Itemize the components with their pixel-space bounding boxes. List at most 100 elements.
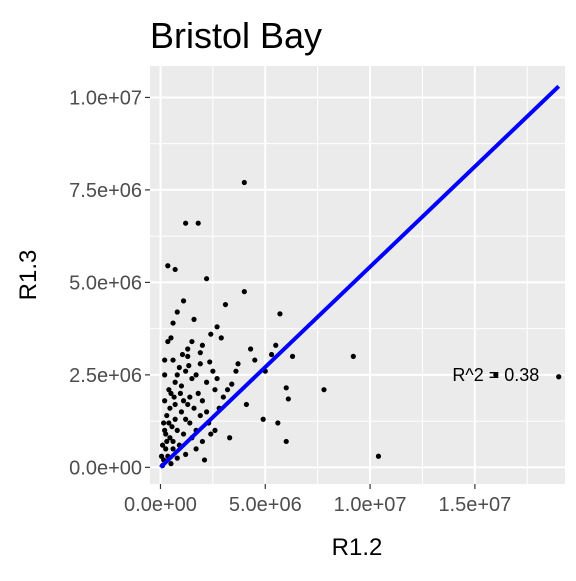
data-point — [170, 320, 176, 326]
chart-title: Bristol Bay — [150, 15, 322, 56]
data-point — [183, 368, 189, 374]
data-point — [222, 301, 229, 308]
data-point — [197, 361, 203, 367]
data-point — [164, 412, 170, 419]
data-point — [289, 353, 296, 359]
data-point — [162, 398, 168, 404]
data-point — [165, 263, 171, 269]
data-point — [193, 446, 199, 452]
data-point — [185, 353, 191, 359]
x-axis-label: R1.2 — [332, 534, 383, 561]
data-point — [178, 409, 185, 415]
r-squared-annotation: R^2 = 0.38 — [452, 365, 539, 385]
data-point — [252, 357, 258, 363]
data-point — [183, 451, 189, 458]
y-axis-label: R1.3 — [15, 250, 42, 301]
data-point — [191, 316, 197, 322]
data-point — [375, 453, 382, 459]
data-point — [187, 420, 193, 426]
y-tick-label: 1.0e+07 — [69, 87, 142, 109]
data-point — [233, 368, 239, 374]
data-point — [174, 455, 180, 461]
data-point — [229, 381, 235, 387]
data-point — [189, 375, 195, 382]
data-point — [186, 363, 192, 369]
data-point — [170, 357, 176, 363]
data-point — [189, 338, 195, 345]
data-point — [235, 361, 241, 367]
data-point — [164, 438, 170, 445]
data-point — [283, 385, 289, 391]
data-point — [241, 179, 247, 186]
data-point — [180, 298, 187, 304]
annotation-group: R^2 = 0.38 — [452, 365, 539, 385]
data-point — [168, 335, 174, 341]
data-point — [208, 331, 214, 337]
data-point — [218, 335, 224, 341]
data-point — [168, 390, 174, 396]
data-point — [180, 398, 187, 404]
y-tick-label: 2.5e+06 — [69, 365, 142, 387]
data-point — [199, 398, 205, 404]
data-point — [177, 390, 183, 396]
data-point — [172, 266, 178, 273]
data-point — [224, 387, 231, 393]
data-point — [268, 351, 275, 358]
data-point — [166, 420, 172, 426]
data-point — [187, 394, 193, 400]
data-point — [212, 387, 218, 393]
data-point — [176, 364, 182, 371]
data-point — [285, 396, 291, 402]
data-point — [248, 346, 254, 352]
data-point — [243, 401, 250, 408]
data-point — [207, 359, 213, 365]
data-point — [161, 420, 167, 426]
data-point — [162, 427, 168, 433]
grid-lines — [150, 66, 565, 484]
data-point — [277, 311, 283, 317]
data-point — [185, 346, 191, 352]
x-axis-ticks: 0.0e+00 5.0e+06 1.0e+07 1.5e+07 — [124, 484, 511, 516]
data-point — [199, 342, 205, 348]
y-tick-label: 7.5e+06 — [69, 180, 142, 202]
x-tick-label: 0.0e+00 — [124, 494, 197, 516]
data-point — [203, 409, 210, 415]
x-tick-label: 1.5e+07 — [438, 494, 511, 516]
data-point — [159, 442, 166, 448]
data-point — [169, 424, 175, 430]
data-point — [212, 427, 218, 433]
data-point — [197, 412, 203, 419]
data-point — [183, 220, 189, 226]
y-tick-label: 5.0e+06 — [69, 272, 142, 294]
data-point — [172, 416, 178, 422]
data-point — [201, 457, 208, 463]
data-point — [195, 390, 201, 396]
data-point — [165, 338, 171, 345]
data-point — [163, 446, 169, 452]
data-point — [208, 431, 214, 437]
data-point — [260, 416, 266, 422]
data-point — [183, 416, 189, 422]
data-point — [174, 309, 180, 315]
data-point — [210, 368, 216, 374]
data-point — [493, 372, 499, 378]
data-point — [168, 461, 174, 467]
data-point — [275, 420, 281, 426]
data-point — [172, 379, 178, 385]
data-point — [214, 324, 220, 330]
data-point — [199, 438, 205, 445]
data-point — [180, 431, 187, 437]
x-tick-label: 5.0e+06 — [229, 494, 302, 516]
y-axis-ticks: 0.0e+00 2.5e+06 5.0e+06 7.5e+06 1.0e+07 — [69, 87, 150, 479]
data-point — [162, 372, 168, 378]
regression-line-group — [159, 84, 561, 469]
data-point — [167, 405, 173, 411]
data-point — [171, 394, 177, 400]
data-point — [283, 438, 289, 445]
data-point — [227, 435, 233, 441]
data-point — [195, 220, 201, 226]
regression-line — [159, 84, 561, 469]
data-point — [214, 375, 220, 382]
data-point — [203, 276, 210, 282]
data-point — [174, 372, 180, 378]
